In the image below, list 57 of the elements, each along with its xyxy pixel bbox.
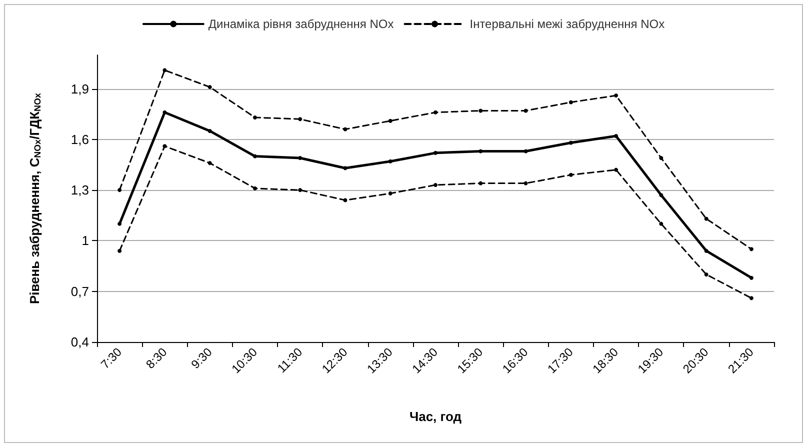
point: [478, 149, 483, 154]
legend-label: Динаміка рівня забруднення NOx: [208, 17, 394, 31]
point: [659, 156, 664, 160]
point: [749, 247, 754, 252]
point: [704, 216, 708, 221]
point: [524, 149, 528, 154]
legend-label: Інтервальні межі забруднення NOx: [470, 17, 665, 31]
point: [343, 198, 348, 202]
point: [252, 154, 257, 158]
point: [749, 276, 754, 280]
point: [568, 140, 573, 145]
point: [478, 108, 483, 113]
point: [478, 181, 483, 186]
point: [434, 110, 438, 114]
point: [118, 222, 122, 226]
y-tick-label: 1: [82, 233, 89, 248]
point: [118, 248, 122, 253]
point: [298, 156, 302, 160]
point: [343, 127, 348, 132]
y-tick-label: 0,7: [70, 284, 89, 299]
point: [614, 94, 618, 98]
line-series: [118, 110, 754, 280]
point: [524, 108, 528, 113]
point: [208, 128, 212, 133]
point: [659, 222, 664, 226]
point: [614, 168, 618, 172]
point: [252, 115, 257, 120]
point: [298, 117, 302, 122]
y-tick-label: 1,3: [70, 182, 89, 198]
point: [434, 182, 438, 187]
point: [208, 85, 212, 90]
y-axis-title: Рівень забруднення, CNOx/ГДКNOx: [27, 92, 42, 304]
point: [614, 134, 618, 138]
point: [298, 188, 302, 192]
point: [162, 68, 167, 72]
point: [343, 166, 348, 170]
point: [704, 248, 708, 253]
x-axis-title: Час, год: [409, 409, 462, 424]
point: [118, 188, 122, 192]
point: [659, 193, 664, 198]
point: [208, 161, 212, 166]
point: [388, 159, 392, 164]
point: [388, 191, 392, 196]
point: [252, 186, 257, 190]
point: [749, 296, 754, 300]
point: [524, 181, 528, 186]
point: [162, 144, 167, 148]
y-tick-label: 1,6: [70, 132, 89, 147]
y-tick-label: 1,9: [70, 81, 89, 96]
point: [162, 110, 167, 114]
point: [434, 150, 438, 155]
point: [388, 118, 392, 123]
point: [568, 172, 573, 177]
point: [704, 272, 708, 276]
x-tick-label: 7:30: [98, 344, 125, 372]
point: [568, 100, 573, 104]
y-tick-label: 0,4: [70, 334, 89, 350]
